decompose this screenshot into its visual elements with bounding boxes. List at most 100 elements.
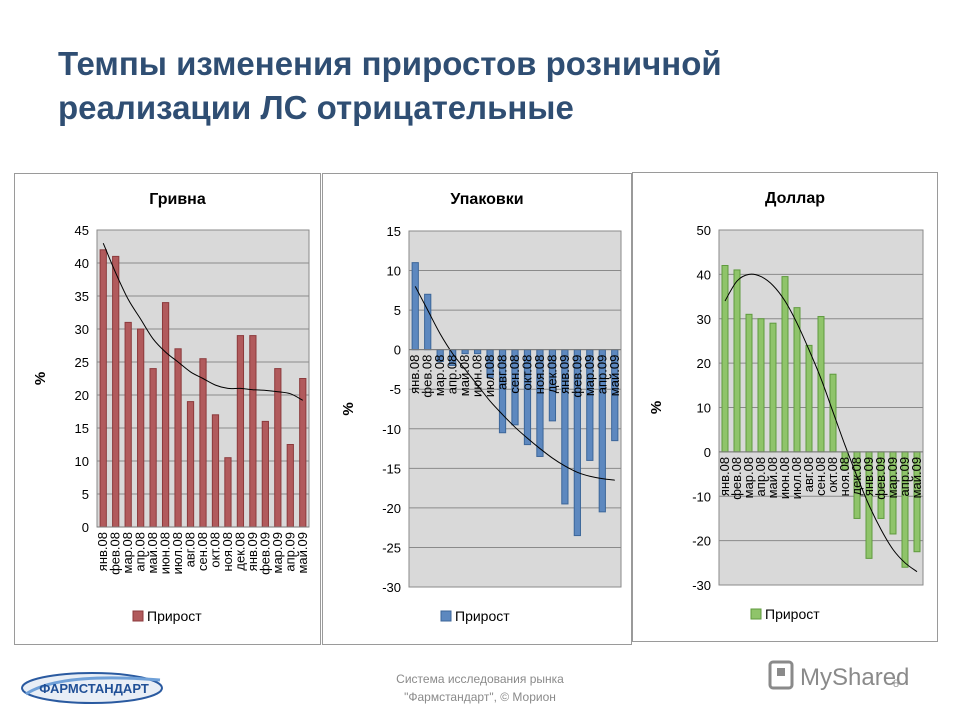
trend-line [724,273,918,573]
chart-title: Упаковки [450,191,523,208]
x-tick-label: мар.09 [270,532,285,573]
chart-hryvnia: Гривна051015202530354045%янв.08фев.08мар… [32,191,310,624]
y-tick-label: 0 [82,520,89,535]
y-tick-label: 20 [697,356,711,371]
x-tick-label: сен.08 [813,457,828,496]
x-tick-label: ноя.08 [837,457,852,497]
bar-фев.08 [424,293,432,351]
bar-янв.08 [411,262,419,351]
x-tick-label: июл.08 [170,532,185,574]
bar-янв.09 [249,335,257,528]
footer-line-1: Система исследования рынка [396,672,564,686]
y-tick-label: -5 [389,382,401,397]
y-tick-label: 10 [387,264,401,279]
x-tick-label: май.09 [909,457,924,499]
logo-right-icon-dot [777,668,785,676]
y-axis-label: % [648,401,665,414]
footer-line-2: "Фармстандарт", © Морион [404,690,556,704]
page-number: 8 [893,678,900,690]
x-tick-label: мар.08 [432,355,447,396]
x-tick-label: фев.09 [873,457,888,500]
x-tick-label: апр.09 [897,457,912,497]
x-tick-label: ноя.08 [532,355,547,395]
x-tick-label: сен.08 [507,355,522,394]
bar-июл.08 [174,348,182,528]
bar-май.08 [461,349,469,355]
bar-мар.08 [124,321,132,528]
x-tick-label: июн.08 [470,355,485,397]
x-tick-label: июн.08 [777,457,792,499]
y-tick-label: 10 [75,454,89,469]
slide-title-line-1: Темпы изменения приростов розничной [58,45,722,82]
y-tick-label: 40 [75,256,89,271]
x-tick-label: окт.08 [519,355,534,391]
chart-panel-packages: Упаковки -30 -25 -20 -15 -10 -5 0 5 10 15% янв.08 фе… [322,173,632,645]
x-tick-label: янв.09 [861,457,876,496]
pharmstandard-logo: ФАРМСТАНДАРТ [21,672,163,704]
x-tick-label: июл.08 [482,355,497,397]
myshared-logo: MyShared [768,660,909,691]
y-tick-label: -10 [382,422,401,437]
bar-май.09 [299,378,307,528]
bar-фев.08 [112,255,120,528]
y-tick-label: -15 [382,461,401,476]
x-tick-label: апр.08 [133,532,148,572]
bar-июн.08 [161,302,170,528]
y-tick-label: 15 [387,224,401,239]
y-tick-label: 30 [697,312,711,327]
logo-right-icon [768,660,794,690]
x-tick-label: фев.09 [569,355,584,398]
y-tick-label: 20 [75,388,89,403]
chart-title: Доллар [765,190,825,207]
legend-swatch [440,610,452,622]
x-tick-label: май.08 [145,532,160,574]
y-tick-label: 35 [75,289,89,304]
slide-title-line-2: реализации ЛС отрицательные [58,89,574,126]
bar-апр.08 [137,328,145,528]
y-tick-label: 5 [394,303,401,318]
x-tick-label: окт.08 [825,457,840,493]
x-tick-label: июл.08 [789,457,804,499]
y-axis-label: % [32,372,49,385]
bar-июн.08 [781,276,789,453]
x-tick-label: апр.08 [445,355,460,395]
x-tick-label: май.08 [457,355,472,397]
bar-май.08 [769,322,777,453]
y-tick-label: 45 [75,223,89,238]
x-tick-label: мар.09 [582,355,597,396]
footer-source: Система исследования рынка "Фармстандарт… [330,670,630,706]
bar-дек.08 [236,335,245,528]
bar-сен.08 [199,358,207,528]
bar-апр.09 [286,444,294,528]
bar-окт.08 [211,414,220,528]
chart-panel-hryvnia: Гривна 0 5 10 15 20 25 30 35 40 45% янв.08 фев.08 мар… [14,173,321,645]
x-tick-label: авг.08 [801,457,816,492]
logo-left-text: ФАРМСТАНДАРТ [39,681,149,696]
x-tick-label: янв.08 [95,532,110,571]
legend-label: Прирост [765,606,820,622]
x-tick-label: май.08 [765,457,780,499]
x-tick-label: янв.09 [245,532,260,571]
x-tick-label: сен.08 [195,532,210,571]
y-tick-label: 10 [697,401,711,416]
bar-ноя.08 [224,457,232,528]
x-tick-label: дек.08 [544,355,559,394]
x-tick-label: фев.09 [257,532,272,575]
x-tick-label: май.09 [295,532,310,574]
bar-янв.08 [721,265,729,453]
y-tick-label: 30 [75,322,89,337]
x-tick-label: дек.08 [849,457,864,496]
y-tick-label: 40 [697,267,711,282]
x-tick-label: ноя.08 [220,532,235,572]
bar-авг.08 [186,401,195,528]
y-tick-label: -30 [382,580,401,595]
bar-май.08 [149,368,157,528]
x-tick-label: авг.08 [495,355,510,390]
bar-фев.09 [261,420,269,528]
y-tick-label: 0 [704,445,711,460]
x-tick-label: мар.08 [741,457,756,498]
chart-dollar: Доллар-30-20-1001020304050%янв.08фев.08м… [648,190,924,622]
legend-label: Прирост [455,608,510,624]
x-tick-label: янв.08 [717,457,732,496]
y-tick-label: 5 [82,487,89,502]
